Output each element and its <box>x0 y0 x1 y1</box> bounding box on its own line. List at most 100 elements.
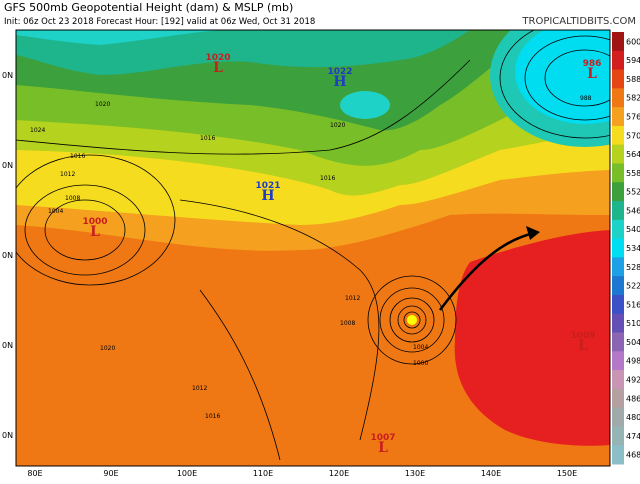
colorbar-label: 510 <box>626 319 640 328</box>
colorbar-swatch <box>612 388 624 409</box>
colorbar-swatch <box>612 163 624 183</box>
colorbar-label: 540 <box>626 225 640 234</box>
center-value: 1009 <box>570 331 595 341</box>
colorbar-swatch <box>612 351 624 371</box>
isobar-label: 988 <box>580 95 592 102</box>
colorbar-swatch <box>612 144 624 164</box>
center-value: 986 <box>583 59 602 69</box>
center-value: 1007 <box>370 433 395 443</box>
band <box>454 230 610 446</box>
labels: 0N 0N 0N 0N 0N 80E 90E 100E 110E 120E 130E 140E 150E… <box>2 53 601 478</box>
colorbar-label: 528 <box>626 263 640 272</box>
colorbar-label: 522 <box>626 282 640 291</box>
colorbar-swatch <box>612 107 624 127</box>
isobar-label: 1020 <box>100 345 115 352</box>
colorbar-swatch <box>612 182 624 202</box>
colorbar-swatch <box>612 50 624 71</box>
center-letter: H <box>261 188 274 204</box>
colorbar-swatch <box>612 370 624 390</box>
band <box>16 30 230 45</box>
lon-label: 150E <box>557 469 577 478</box>
colorbar-swatch <box>612 88 624 108</box>
colorbar-label: 588 <box>626 75 640 84</box>
colorbar-label: 546 <box>626 206 640 215</box>
subtitle: Init: 06z Oct 23 2018 Forecast Hour: [19… <box>4 17 315 27</box>
center-value: 1022 <box>327 67 352 77</box>
colorbar-swatch <box>612 426 624 446</box>
band <box>515 30 610 124</box>
colorbar-swatch <box>612 32 624 52</box>
isobar-label: 1008 <box>65 195 80 202</box>
center-letter: L <box>213 60 223 76</box>
center-letter: H <box>333 74 346 90</box>
colorbar-label: 600 <box>626 37 640 46</box>
isobar-label: 1020 <box>95 101 110 108</box>
isobar-label: 1000 <box>413 360 428 367</box>
colorbar-label: 504 <box>626 338 640 347</box>
colorbar: 600 594 588 582 576 570 564 558 552 546 540 534 528 5… <box>612 32 640 465</box>
colorbar-swatch <box>612 238 624 258</box>
lon-label: 80E <box>27 469 42 478</box>
colorbar-label: 576 <box>626 113 640 122</box>
isobar-label: 1008 <box>340 320 355 327</box>
lat-label: 0N <box>2 431 13 440</box>
isobar-label: 1012 <box>192 385 207 392</box>
colorbar-label: 552 <box>626 188 640 197</box>
colorbar-swatch <box>612 294 624 315</box>
colorbar-label: 582 <box>626 94 640 103</box>
colorbar-label: 480 <box>626 413 640 422</box>
colorbar-label: 486 <box>626 394 640 403</box>
isobar-label: 1012 <box>345 295 360 302</box>
site-credit: TROPICALTIDBITS.COM <box>521 16 636 27</box>
colorbar-swatch <box>612 276 624 296</box>
isobar-label: 1004 <box>413 344 428 351</box>
map-frame <box>15 29 611 467</box>
lat-label: 0N <box>2 71 13 80</box>
isobar-label: 1016 <box>70 153 85 160</box>
colorbar-label: 468 <box>626 451 640 460</box>
colorbar-swatch <box>612 125 624 146</box>
lat-label: 0N <box>2 251 13 260</box>
typhoon-core <box>407 315 417 325</box>
lat-label: 0N <box>2 341 13 350</box>
lon-label: 100E <box>177 469 197 478</box>
arrow-head <box>526 226 540 240</box>
map-area <box>16 30 610 466</box>
colorbar-label: 558 <box>626 169 640 178</box>
colorbar-swatch <box>612 445 624 465</box>
colorbar-swatch <box>612 332 624 352</box>
arrow <box>439 231 536 311</box>
center-letter: L <box>90 224 100 240</box>
isobars <box>16 30 610 461</box>
isobar-label: 1016 <box>320 175 335 182</box>
center-letter: L <box>587 66 597 82</box>
band <box>340 91 390 119</box>
isobar-label: 1024 <box>30 127 45 134</box>
colorbar-label: 516 <box>626 300 640 309</box>
lon-label: 110E <box>253 469 273 478</box>
isobar-label: 1012 <box>60 171 75 178</box>
lat-label: 0N <box>2 161 13 170</box>
colorbar-swatch <box>612 201 624 221</box>
isobar-label: 1004 <box>48 208 63 215</box>
title: GFS 500mb Geopotential Height (dam) & MS… <box>4 1 293 14</box>
colorbar-swatch <box>612 407 624 427</box>
center-value: 1000 <box>82 217 107 227</box>
colorbar-label: 594 <box>626 56 640 65</box>
isobar-label: 1020 <box>330 122 345 129</box>
colorbar-swatch <box>612 257 624 277</box>
center-letter: L <box>378 440 388 456</box>
lon-label: 130E <box>405 469 425 478</box>
colorbar-label: 570 <box>626 131 640 140</box>
isobar-label: 1016 <box>200 135 215 142</box>
colorbar-swatch <box>612 69 624 89</box>
colorbar-swatch <box>612 219 624 240</box>
colorbar-label: 564 <box>626 150 640 159</box>
lon-label: 120E <box>329 469 349 478</box>
colorbar-label: 534 <box>626 244 640 253</box>
colorbar-label: 498 <box>626 357 640 366</box>
colorbar-label: 492 <box>626 375 640 384</box>
center-value: 1021 <box>255 181 280 191</box>
isobar-label: 1016 <box>205 413 220 420</box>
colorbar-label: 474 <box>626 432 640 441</box>
